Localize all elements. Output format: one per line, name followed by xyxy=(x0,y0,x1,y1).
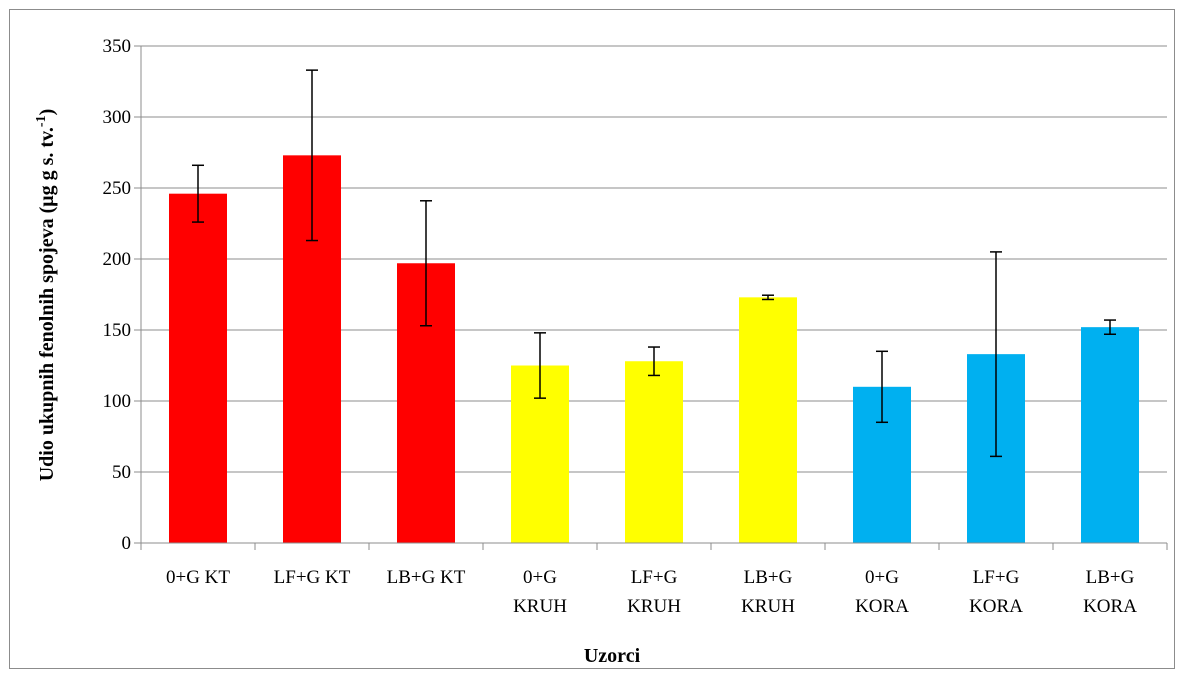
error-bar xyxy=(1104,319,1116,336)
y-axis-title-main: Udio ukupnih fenolnih spojeva (μg g s. t… xyxy=(36,127,58,481)
x-tick-label: LB+G xyxy=(1086,567,1135,588)
x-axis-title: Uzorci xyxy=(584,645,641,667)
x-tick-label: KRUH xyxy=(741,596,795,617)
bar xyxy=(169,193,227,543)
x-tick-label: 0+G KT xyxy=(166,567,230,588)
x-tick-label: LF+G KT xyxy=(274,567,351,588)
y-tick-label: 300 xyxy=(103,107,132,128)
error-bar xyxy=(762,294,774,301)
x-tick-labels: 0+G KT LF+G KT LB+G KT 0+G KRUH LF+G KRUH LB+G K… xyxy=(166,567,1137,617)
y-axis-title: Udio ukupnih fenolnih spojeva (μg g s. t… xyxy=(34,109,58,482)
axes xyxy=(140,46,1168,550)
error-bar xyxy=(306,69,318,242)
chart-frame xyxy=(9,9,1175,669)
y-tick-labels: 0 50 100 150 200 250 300 350 xyxy=(103,36,132,554)
x-tick-label: KORA xyxy=(1083,596,1137,617)
error-bar xyxy=(420,200,432,327)
bar xyxy=(739,297,797,543)
y-axis-title-superscript: -1 xyxy=(34,115,49,127)
x-tick-label: KRUH xyxy=(513,596,567,617)
error-bar xyxy=(534,332,546,399)
y-tick-label: 50 xyxy=(112,462,131,483)
x-tick-label: KORA xyxy=(855,596,909,617)
x-tick-label: LF+G xyxy=(631,567,678,588)
x-tick-label: 0+G xyxy=(523,567,557,588)
error-bar xyxy=(990,251,1002,458)
error-bar xyxy=(648,346,660,377)
x-tick-label: 0+G xyxy=(865,567,899,588)
y-tick-label: 100 xyxy=(103,391,132,412)
x-tick-label: KORA xyxy=(969,596,1023,617)
y-tick-label: 150 xyxy=(103,320,132,341)
y-tick-label: 0 xyxy=(122,533,132,554)
x-tick-label: LB+G KT xyxy=(387,567,466,588)
x-tick-label: LB+G xyxy=(744,567,793,588)
x-tick-label: KRUH xyxy=(627,596,681,617)
x-tick-label: LF+G xyxy=(973,567,1020,588)
error-bar xyxy=(876,350,888,424)
y-tick-label: 250 xyxy=(103,178,132,199)
y-tick-label: 200 xyxy=(103,249,132,270)
bar xyxy=(1081,327,1139,543)
error-bars xyxy=(192,69,1116,458)
error-bar xyxy=(192,164,204,223)
y-tick-label: 350 xyxy=(103,36,132,57)
y-axis-title-end: ) xyxy=(36,109,58,116)
bar xyxy=(625,361,683,543)
